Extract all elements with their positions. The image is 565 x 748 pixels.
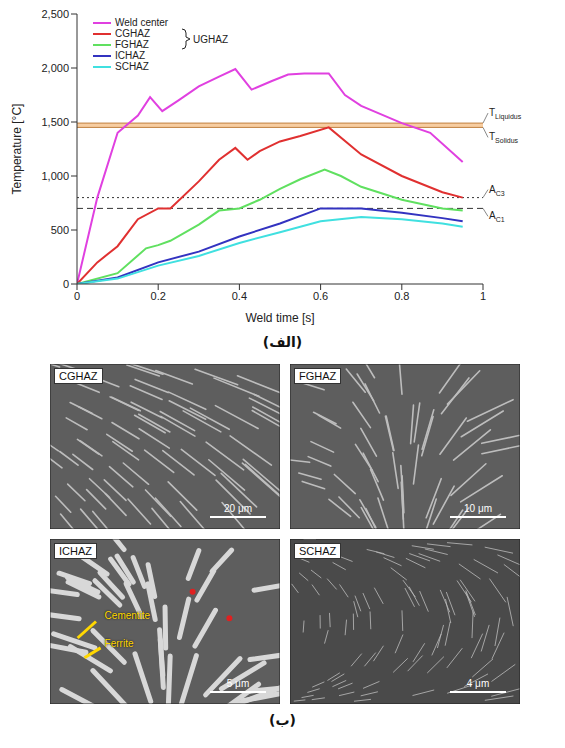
svg-text:1,500: 1,500 <box>41 116 69 128</box>
html-text:Ferrite: Ferrite <box>104 638 134 649</box>
html-text:ICHAZ: ICHAZ <box>115 50 145 61</box>
html-text:Weld center: Weld center <box>115 17 169 28</box>
html-text:ICHAZ: ICHAZ <box>59 545 92 557</box>
svg-text:Temperature [°C]: Temperature [°C] <box>10 104 24 195</box>
html-text:(الف): (الف) <box>262 334 303 350</box>
svg-text:TSolidus: TSolidus <box>489 131 519 144</box>
svg-text:AC1: AC1 <box>489 210 505 223</box>
html-text:FGHAZ: FGHAZ <box>299 370 337 382</box>
svg-text:2,500: 2,500 <box>41 8 69 20</box>
html-text:4 μm: 4 μm <box>466 678 490 689</box>
svg-text:0.6: 0.6 <box>313 290 328 302</box>
html-text:20 μm: 20 μm <box>224 503 252 514</box>
svg-text:AC3: AC3 <box>489 184 505 197</box>
svg-text:TLiquidus: TLiquidus <box>489 107 522 121</box>
html-text:Cementite: Cementite <box>104 609 151 621</box>
html-text:5 μm: 5 μm <box>226 678 250 689</box>
html-text:UGHAZ: UGHAZ <box>193 33 228 45</box>
html-text:FGHAZ: FGHAZ <box>115 39 149 50</box>
svg-text:0.4: 0.4 <box>232 290 247 302</box>
svg-text:1: 1 <box>480 290 486 302</box>
html-text:SCHAZ: SCHAZ <box>115 61 149 72</box>
svg-text:500: 500 <box>51 224 69 236</box>
svg-text:1,000: 1,000 <box>41 170 69 182</box>
svg-text:2,000: 2,000 <box>41 62 69 74</box>
html-text:CGHAZ: CGHAZ <box>115 28 150 39</box>
svg-text:0.8: 0.8 <box>394 290 409 302</box>
svg-text:0: 0 <box>63 278 69 290</box>
html-text:SCHAZ: SCHAZ <box>299 545 337 557</box>
html-text:(ب): (ب) <box>269 712 296 728</box>
html-text:CGHAZ: CGHAZ <box>59 370 98 382</box>
html-text:10 μm: 10 μm <box>464 503 492 514</box>
svg-text:0: 0 <box>74 290 80 302</box>
svg-text:0.2: 0.2 <box>151 290 166 302</box>
svg-text:Weld time [s]: Weld time [s] <box>245 311 314 325</box>
